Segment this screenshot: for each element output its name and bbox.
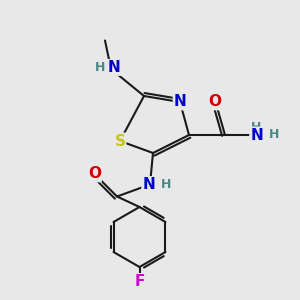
Text: N: N (250, 128, 263, 142)
Text: S: S (115, 134, 125, 148)
Text: H: H (251, 121, 262, 134)
Text: H: H (94, 61, 105, 74)
Text: O: O (88, 167, 101, 182)
Text: F: F (134, 274, 145, 289)
Text: N: N (174, 94, 186, 110)
Text: H: H (269, 128, 280, 142)
Text: N: N (108, 60, 120, 75)
Text: N: N (142, 177, 155, 192)
Text: H: H (161, 178, 172, 191)
Text: O: O (208, 94, 221, 110)
